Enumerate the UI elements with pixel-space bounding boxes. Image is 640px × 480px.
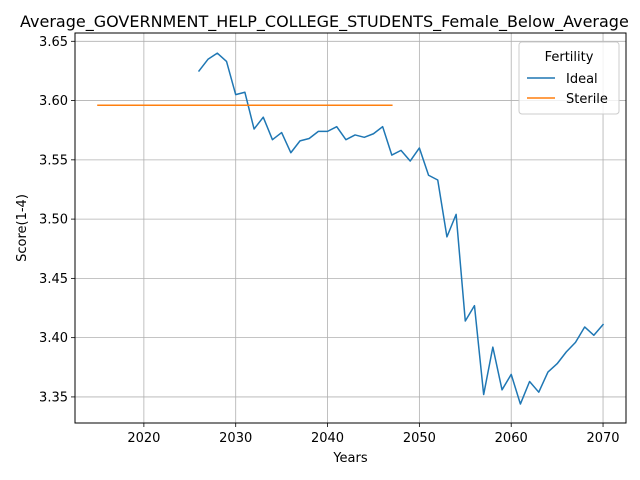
x-tick-label: 2030 xyxy=(219,431,252,446)
plot-frame xyxy=(74,32,627,424)
x-tick-label: 2060 xyxy=(495,431,528,446)
legend-title: Fertility xyxy=(545,50,594,65)
legend: Fertility Ideal Sterile xyxy=(518,41,620,115)
series-layer xyxy=(97,52,605,405)
series-line-ideal xyxy=(197,52,605,405)
x-tick-label: 2040 xyxy=(311,431,344,446)
y-axis-label: Score(1-4) xyxy=(15,194,30,262)
y-tick-label: 3.55 xyxy=(39,153,68,168)
y-tick-label: 3.40 xyxy=(39,331,68,346)
x-tick-label: 2020 xyxy=(127,431,160,446)
legend-label-sterile: Sterile xyxy=(566,92,608,107)
x-tick-label: 2070 xyxy=(586,431,619,446)
x-tick-label: 2050 xyxy=(403,431,436,446)
y-tick-label: 3.50 xyxy=(39,213,68,228)
x-axis-label: Years xyxy=(332,451,368,466)
y-tick-label: 3.45 xyxy=(39,272,68,287)
y-tick-label: 3.65 xyxy=(39,35,68,50)
chart-title: Average_GOVERNMENT_HELP_COLLEGE_STUDENTS… xyxy=(20,12,629,32)
y-axis-ticks: 3.35 3.40 3.45 3.50 3.55 3.60 3.65 xyxy=(39,35,75,405)
legend-box xyxy=(518,41,620,115)
y-tick-label: 3.60 xyxy=(39,94,68,109)
y-tick-label: 3.35 xyxy=(39,390,68,405)
legend-label-ideal: Ideal xyxy=(566,72,598,87)
x-axis-ticks: 2020 2030 2040 2050 2060 2070 xyxy=(127,423,620,446)
grid-lines xyxy=(75,33,626,423)
